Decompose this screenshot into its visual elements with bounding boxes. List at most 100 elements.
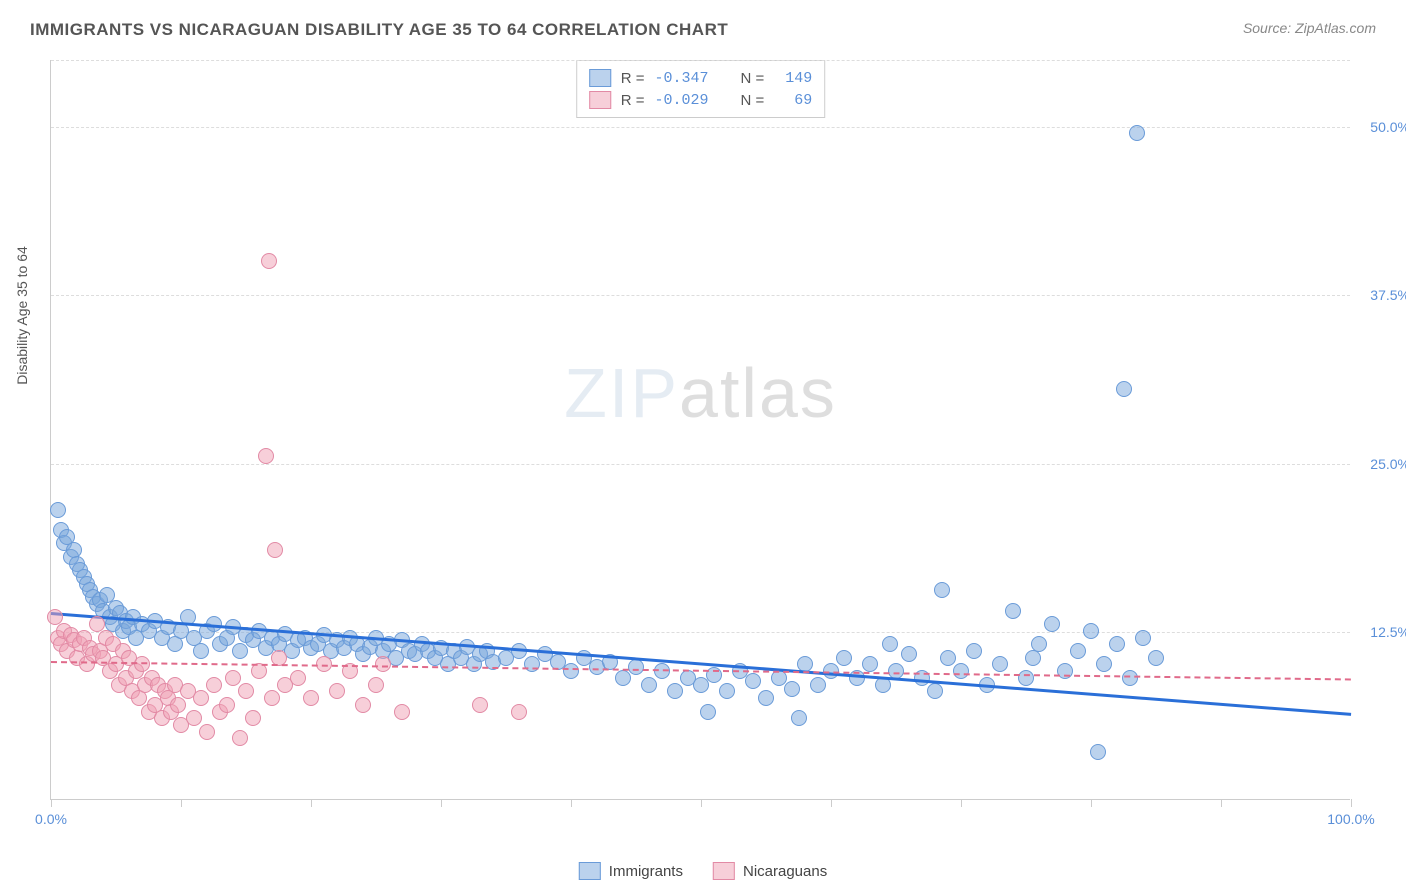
legend-swatch [713,862,735,880]
data-point [700,704,716,720]
data-point [303,690,319,706]
data-point [193,643,209,659]
legend-label: Nicaraguans [743,863,827,880]
data-point [170,697,186,713]
data-point [524,656,540,672]
r-label: R = [621,70,645,87]
data-point [290,670,306,686]
data-point [1129,125,1145,141]
data-point [719,683,735,699]
x-tick [831,799,832,807]
legend-item: Nicaraguans [713,862,827,880]
legend-item: Immigrants [579,862,683,880]
data-point [641,677,657,693]
data-point [219,697,235,713]
data-point [329,683,345,699]
legend-row: R = -0.347 N = 149 [589,67,813,89]
data-point [394,704,410,720]
data-point [1057,663,1073,679]
data-point [667,683,683,699]
data-point [232,730,248,746]
data-point [1090,744,1106,760]
data-point [1044,616,1060,632]
x-tick [51,799,52,807]
x-tick [701,799,702,807]
legend-label: Immigrants [609,863,683,880]
data-point [206,677,222,693]
data-point [992,656,1008,672]
data-point [927,683,943,699]
data-point [186,710,202,726]
data-point [563,663,579,679]
n-value: 149 [774,70,812,87]
data-point [1031,636,1047,652]
correlation-legend: R = -0.347 N = 149 R = -0.029 N = 69 [576,60,826,118]
data-point [1109,636,1125,652]
n-value: 69 [774,92,812,109]
data-point [953,663,969,679]
y-tick-label: 25.0% [1370,456,1406,472]
gridline [51,127,1350,128]
data-point [232,643,248,659]
x-tick [961,799,962,807]
data-point [1018,670,1034,686]
data-point [225,670,241,686]
x-tick [571,799,572,807]
y-tick-label: 12.5% [1370,624,1406,640]
scatter-chart: ZIPatlas R = -0.347 N = 149 R = -0.029 N = 69 1… [50,60,1350,800]
data-point [615,670,631,686]
n-label: N = [741,70,765,87]
r-value: -0.029 [654,92,708,109]
data-point [1083,623,1099,639]
data-point [862,656,878,672]
data-point [1148,650,1164,666]
chart-title: IMMIGRANTS VS NICARAGUAN DISABILITY AGE … [30,20,728,40]
r-label: R = [621,92,645,109]
x-tick-label: 0.0% [35,811,67,827]
data-point [193,690,209,706]
data-point [966,643,982,659]
data-point [1122,670,1138,686]
watermark: ZIPatlas [564,353,837,433]
source-attribution: Source: ZipAtlas.com [1243,20,1376,36]
gridline [51,464,1350,465]
gridline [51,60,1350,61]
x-tick [181,799,182,807]
data-point [901,646,917,662]
data-point [245,710,261,726]
x-tick [311,799,312,807]
data-point [784,681,800,697]
data-point [199,724,215,740]
data-point [745,673,761,689]
data-point [628,659,644,675]
r-value: -0.347 [654,70,708,87]
y-axis-label: Disability Age 35 to 64 [14,246,30,385]
data-point [472,697,488,713]
data-point [258,448,274,464]
data-point [934,582,950,598]
data-point [791,710,807,726]
data-point [940,650,956,666]
x-tick [1351,799,1352,807]
data-point [261,253,277,269]
data-point [368,677,384,693]
data-point [1096,656,1112,672]
data-point [1070,643,1086,659]
x-tick [1091,799,1092,807]
data-point [1005,603,1021,619]
legend-swatch [589,69,611,87]
n-label: N = [741,92,765,109]
data-point [836,650,852,666]
x-tick [441,799,442,807]
y-tick-label: 37.5% [1370,287,1406,303]
legend-swatch [579,862,601,880]
legend-row: R = -0.029 N = 69 [589,89,813,111]
data-point [511,704,527,720]
x-tick [1221,799,1222,807]
data-point [882,636,898,652]
series-legend: Immigrants Nicaraguans [579,862,827,880]
data-point [355,697,371,713]
data-point [264,690,280,706]
data-point [50,502,66,518]
data-point [267,542,283,558]
